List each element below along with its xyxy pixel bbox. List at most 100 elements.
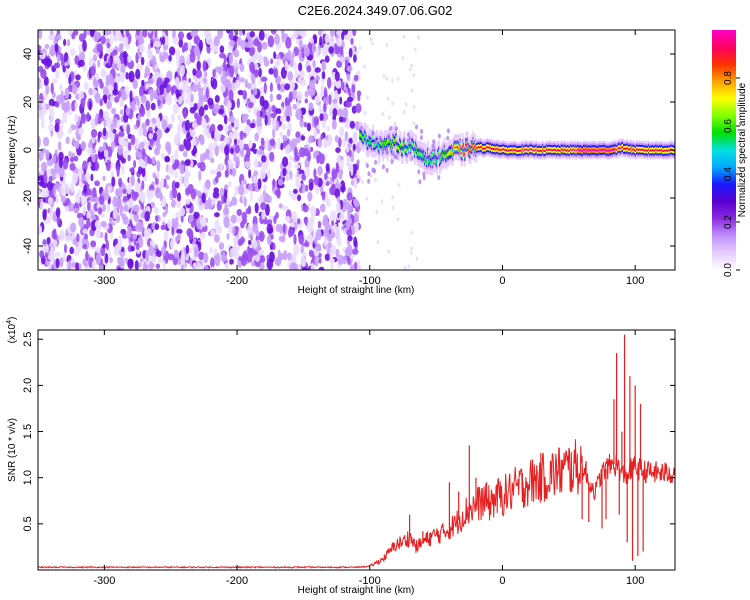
signal-cell	[401, 156, 404, 159]
signal-cell	[491, 145, 493, 148]
signal-cell	[524, 153, 527, 157]
noise-blob	[269, 82, 273, 93]
signal-cell	[475, 139, 477, 142]
noise-blob	[178, 96, 183, 105]
noise-blob	[64, 243, 67, 254]
signal-cell	[542, 150, 544, 153]
signal-cell	[516, 153, 518, 156]
signal-cell	[461, 150, 463, 153]
signal-cell	[539, 151, 541, 154]
signal-cell	[393, 151, 396, 154]
signal-cell	[521, 142, 524, 145]
noise-blob	[252, 54, 256, 62]
noise-blob	[266, 169, 271, 178]
signal-cell	[433, 166, 436, 169]
noise-blob	[59, 229, 65, 242]
noise-blob	[288, 80, 296, 91]
signal-cell	[416, 144, 419, 147]
noise-blob	[94, 220, 102, 229]
noise-blob	[307, 221, 314, 233]
signal-cell	[380, 130, 383, 133]
signal-cell	[363, 128, 366, 131]
signal-cell	[417, 146, 420, 149]
signal-cell	[500, 148, 502, 151]
signal-cell	[393, 143, 396, 146]
signal-cell	[423, 165, 425, 168]
signal-cell	[431, 170, 434, 174]
noise-blob	[178, 144, 185, 152]
signal-cell	[369, 152, 371, 155]
noise-blob	[242, 89, 247, 100]
signal-cell	[409, 139, 411, 142]
signal-cell	[500, 144, 502, 147]
noise-blob	[291, 194, 298, 201]
noise-blob	[184, 119, 191, 132]
noise-blob	[184, 170, 191, 179]
signal-cell	[467, 152, 470, 155]
signal-cell	[500, 156, 502, 159]
signal-cell	[515, 154, 517, 157]
signal-cell	[485, 146, 488, 149]
signal-cell	[431, 159, 434, 162]
noise-blob	[311, 42, 316, 54]
noise-blob	[106, 162, 111, 172]
signal-cell	[392, 143, 395, 146]
signal-cell	[475, 145, 477, 148]
signal-cell	[501, 146, 503, 149]
signal-cell	[422, 157, 424, 160]
signal-cell	[438, 145, 440, 148]
signal-cell	[369, 139, 371, 142]
noise-blob	[277, 83, 281, 91]
noise-blob	[139, 141, 145, 149]
signal-cell	[565, 141, 567, 144]
noise-blob	[304, 217, 308, 226]
signal-cell	[492, 145, 494, 148]
signal-cell	[362, 128, 365, 131]
signal-cell	[414, 162, 416, 165]
signal-cell	[506, 149, 509, 153]
noise-blob	[351, 83, 356, 95]
noise-blob	[120, 109, 124, 115]
signal-cell	[405, 158, 408, 161]
signal-cell	[361, 148, 364, 151]
signal-cell	[517, 153, 519, 156]
signal-cell	[388, 137, 391, 140]
signal-cell	[427, 144, 429, 147]
signal-cell	[367, 147, 370, 150]
signal-cell	[452, 156, 454, 159]
signal-cell	[376, 139, 379, 142]
signal-cell	[545, 155, 548, 158]
signal-cell	[474, 139, 476, 142]
signal-cell	[437, 161, 439, 164]
noise-blob	[149, 240, 155, 247]
signal-cell	[379, 149, 382, 152]
signal-cell	[518, 145, 521, 148]
signal-cell	[505, 152, 507, 155]
signal-cell	[366, 150, 369, 154]
signal-cell	[403, 140, 406, 143]
signal-cell	[467, 142, 470, 145]
signal-cell	[413, 142, 415, 146]
signal-cell	[518, 149, 521, 152]
noise-blob	[92, 122, 96, 132]
signal-cell	[558, 145, 560, 148]
signal-cell	[398, 152, 400, 156]
signal-cell	[521, 144, 524, 147]
noise-blob	[43, 76, 49, 87]
noise-blob	[324, 33, 330, 44]
signal-cell	[414, 154, 416, 158]
noise-blob	[268, 68, 274, 75]
signal-cell	[419, 159, 422, 162]
noise-blob	[201, 118, 207, 129]
signal-cell	[429, 157, 432, 160]
signal-cell	[468, 148, 471, 151]
signal-cell	[416, 146, 419, 149]
noise-blob	[116, 119, 121, 129]
noise-blob	[335, 162, 339, 170]
noise-blob	[156, 142, 161, 150]
signal-cell	[485, 154, 488, 157]
signal-cell	[359, 129, 361, 132]
signal-cell	[405, 154, 408, 157]
signal-cell	[385, 134, 387, 137]
noise-blob	[214, 219, 220, 231]
